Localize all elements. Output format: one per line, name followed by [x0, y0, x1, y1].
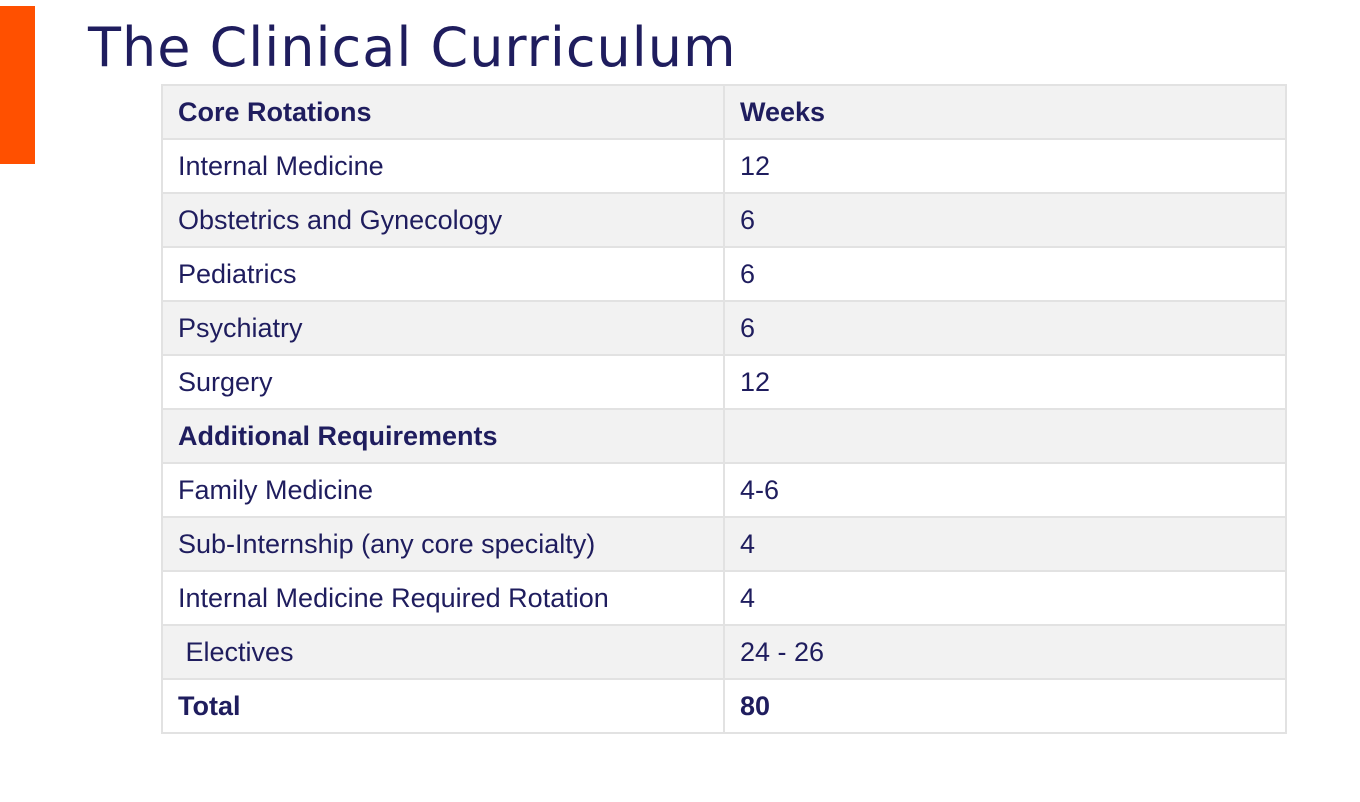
- rotation-cell: Surgery: [161, 354, 725, 410]
- rotation-cell: Electives: [161, 624, 725, 680]
- section-header-row: Additional Requirements: [161, 408, 1287, 464]
- table-row: Internal Medicine 12: [161, 138, 1287, 194]
- weeks-cell: 6: [723, 192, 1287, 248]
- total-weeks: 80: [723, 678, 1287, 734]
- rotation-cell: Pediatrics: [161, 246, 725, 302]
- table-row: Sub-Internship (any core specialty) 4: [161, 516, 1287, 572]
- header-weeks: Weeks: [723, 84, 1287, 140]
- table-row: Obstetrics and Gynecology 6: [161, 192, 1287, 248]
- weeks-cell: 12: [723, 354, 1287, 410]
- slide-title: The Clinical Curriculum: [88, 16, 737, 79]
- table-row: Internal Medicine Required Rotation 4: [161, 570, 1287, 626]
- curriculum-table: Core Rotations Weeks Internal Medicine 1…: [161, 84, 1287, 734]
- table-row: Surgery 12: [161, 354, 1287, 410]
- weeks-cell: 4-6: [723, 462, 1287, 518]
- header-core-rotations: Core Rotations: [161, 84, 725, 140]
- rotation-cell: Psychiatry: [161, 300, 725, 356]
- rotation-cell: Internal Medicine Required Rotation: [161, 570, 725, 626]
- accent-bar: [0, 6, 35, 164]
- table-header-row: Core Rotations Weeks: [161, 84, 1287, 140]
- rotation-cell: Internal Medicine: [161, 138, 725, 194]
- total-row: Total 80: [161, 678, 1287, 734]
- weeks-cell: 6: [723, 300, 1287, 356]
- weeks-cell: 4: [723, 570, 1287, 626]
- rotation-cell: Family Medicine: [161, 462, 725, 518]
- table-row: Pediatrics 6: [161, 246, 1287, 302]
- weeks-cell: 4: [723, 516, 1287, 572]
- total-label: Total: [161, 678, 725, 734]
- table-row: Family Medicine 4-6: [161, 462, 1287, 518]
- rotation-cell: Obstetrics and Gynecology: [161, 192, 725, 248]
- table-row: Psychiatry 6: [161, 300, 1287, 356]
- table-row: Electives 24 - 26: [161, 624, 1287, 680]
- weeks-cell: 24 - 26: [723, 624, 1287, 680]
- section-header-weeks-empty: [723, 408, 1287, 464]
- weeks-cell: 12: [723, 138, 1287, 194]
- section-header-additional-requirements: Additional Requirements: [161, 408, 725, 464]
- weeks-cell: 6: [723, 246, 1287, 302]
- rotation-cell: Sub-Internship (any core specialty): [161, 516, 725, 572]
